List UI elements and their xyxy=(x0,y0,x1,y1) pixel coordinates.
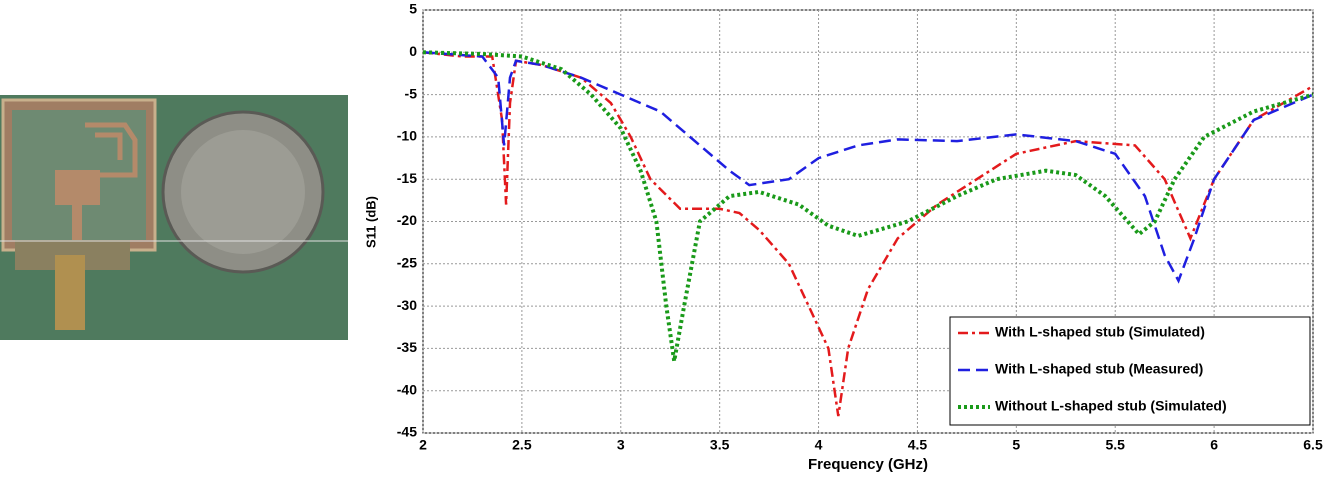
x-tick-label: 4.5 xyxy=(908,437,928,453)
series-line xyxy=(422,51,1314,417)
y-tick-label: -5 xyxy=(405,85,418,101)
legend-label: With L-shaped stub (Measured) xyxy=(995,361,1203,377)
legend-label: Without L-shaped stub (Simulated) xyxy=(995,398,1227,414)
x-tick-label: 2 xyxy=(419,437,427,453)
x-tick-label: 4 xyxy=(815,437,823,453)
x-tick-label: 6.5 xyxy=(1303,437,1323,453)
series-line xyxy=(422,50,1314,362)
x-tick-label: 5 xyxy=(1012,437,1020,453)
x-tick-label: 3 xyxy=(617,437,625,453)
y-axis-label: S11 (dB) xyxy=(363,196,378,248)
legend-label: With L-shaped stub (Simulated) xyxy=(995,324,1205,340)
antenna-photo xyxy=(0,95,348,340)
x-tick-label: 3.5 xyxy=(710,437,730,453)
legend-box xyxy=(949,316,1311,426)
y-tick-label: -25 xyxy=(397,255,417,271)
x-tick-label: 5.5 xyxy=(1105,437,1125,453)
y-tick-label: -15 xyxy=(397,170,417,186)
y-tick-label: 5 xyxy=(409,1,417,17)
y-tick-label: -40 xyxy=(397,381,417,397)
y-tick-label: -20 xyxy=(397,212,417,228)
y-tick-label: -30 xyxy=(397,297,417,313)
y-tick-label: -35 xyxy=(397,339,417,355)
y-tick-label: -45 xyxy=(397,424,417,440)
y-tick-label: 0 xyxy=(409,43,417,59)
x-tick-label: 2.5 xyxy=(512,437,532,453)
series-line xyxy=(422,51,1314,284)
y-tick-label: -10 xyxy=(397,128,417,144)
x-axis-label: Frequency (GHz) xyxy=(808,456,928,473)
x-tick-label: 6 xyxy=(1210,437,1218,453)
